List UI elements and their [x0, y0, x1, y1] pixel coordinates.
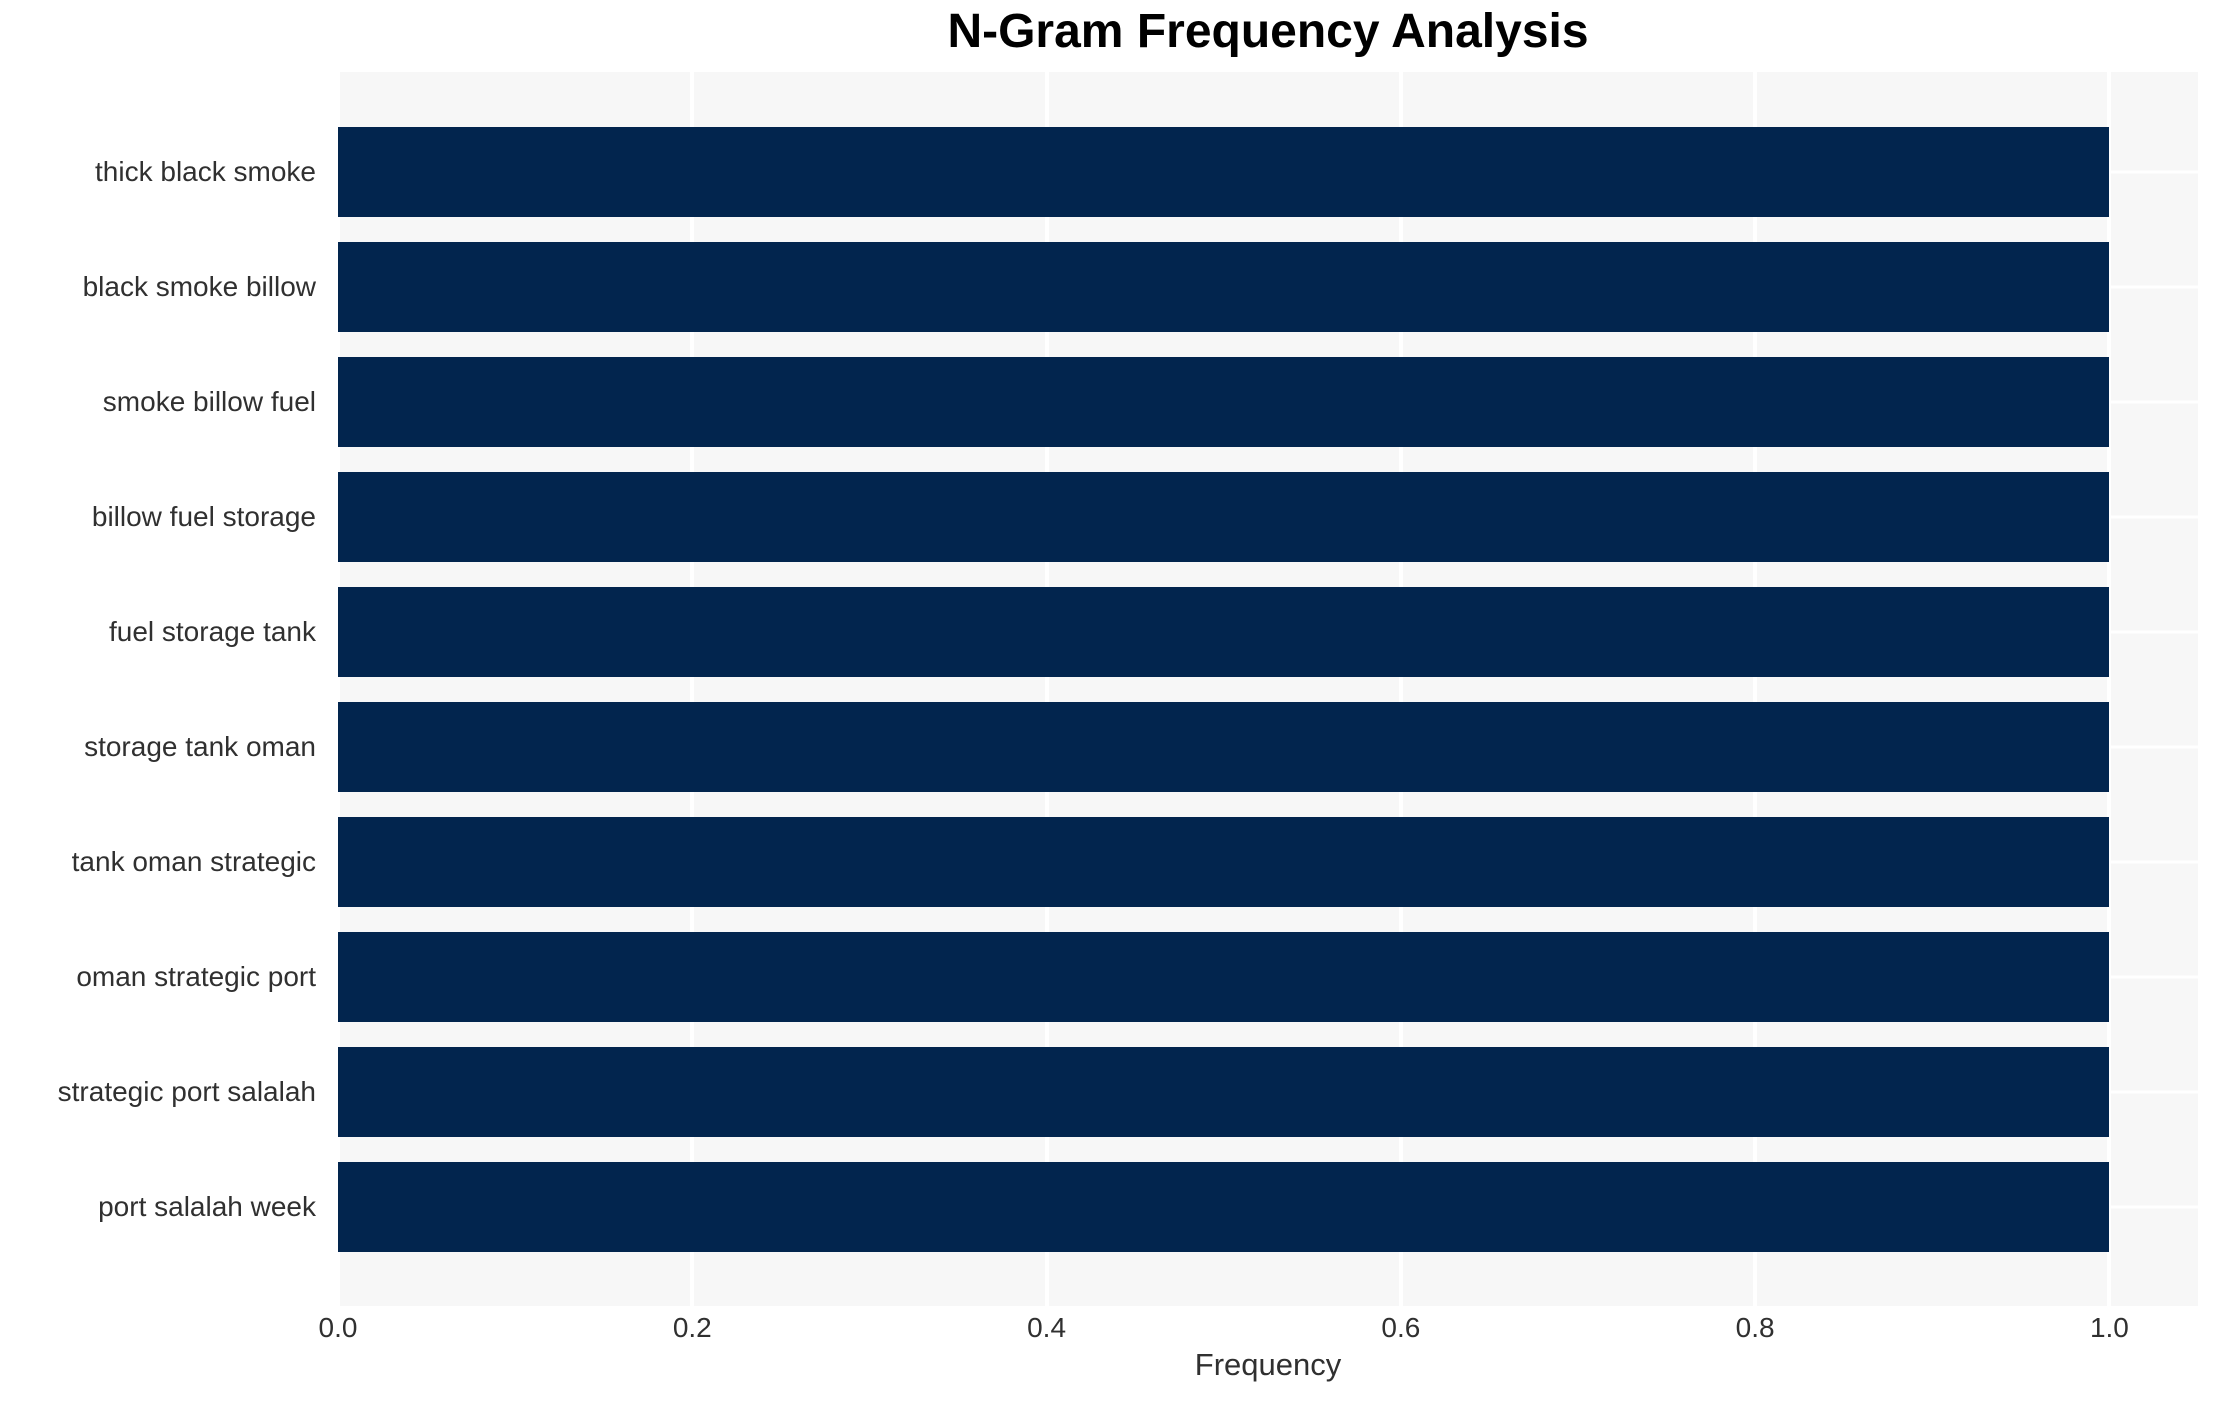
y-tick-label: storage tank oman — [84, 730, 316, 762]
x-tick-label: 0.6 — [1381, 1312, 1421, 1343]
y-tick-label: billow fuel storage — [91, 500, 316, 532]
y-tick-label: tank oman strategic — [71, 845, 316, 877]
y-tick-label: fuel storage tank — [108, 615, 316, 647]
bar-black-smoke-billow — [338, 241, 2110, 332]
y-tick-label: black smoke billow — [82, 270, 316, 302]
x-tick-label: 0.2 — [672, 1312, 712, 1343]
vertical-gridline — [336, 72, 340, 1306]
bar-tank-oman-strategic — [338, 816, 2110, 907]
bar-fuel-storage-tank — [338, 586, 2110, 677]
y-tick-label: thick black smoke — [95, 155, 316, 187]
y-axis-labels: thick black smoke black smoke billow smoke… — [0, 0, 326, 1402]
vertical-gridline — [690, 72, 695, 1306]
y-tick-label: oman strategic port — [76, 960, 316, 992]
y-tick-label: port salalah week — [98, 1190, 316, 1222]
vertical-gridline — [1753, 72, 1758, 1306]
y-tick-label: smoke billow fuel — [102, 385, 316, 417]
bar-thick-black-smoke — [338, 126, 2110, 217]
bar-billow-fuel-storage — [338, 471, 2110, 562]
x-tick-label: 0.8 — [1735, 1312, 1775, 1343]
vertical-gridline — [2107, 72, 2112, 1306]
bar-strategic-port-salalah — [338, 1046, 2110, 1137]
vertical-gridline — [1044, 72, 1049, 1306]
chart-title: N-Gram Frequency Analysis — [947, 5, 1589, 58]
bar-smoke-billow-fuel — [338, 356, 2110, 447]
x-axis-title: Frequency — [1194, 1347, 1342, 1382]
x-tick-label: 0.0 — [318, 1312, 358, 1343]
x-tick-label: 1.0 — [2089, 1312, 2129, 1343]
bar-port-salalah-week — [338, 1161, 2110, 1252]
bar-oman-strategic-port — [338, 931, 2110, 1022]
vertical-gridline — [1398, 72, 1403, 1306]
x-tick-label: 0.4 — [1027, 1312, 1067, 1343]
plot-area — [336, 72, 2198, 1306]
y-tick-label: strategic port salalah — [57, 1075, 316, 1107]
bar-storage-tank-oman — [338, 701, 2110, 792]
